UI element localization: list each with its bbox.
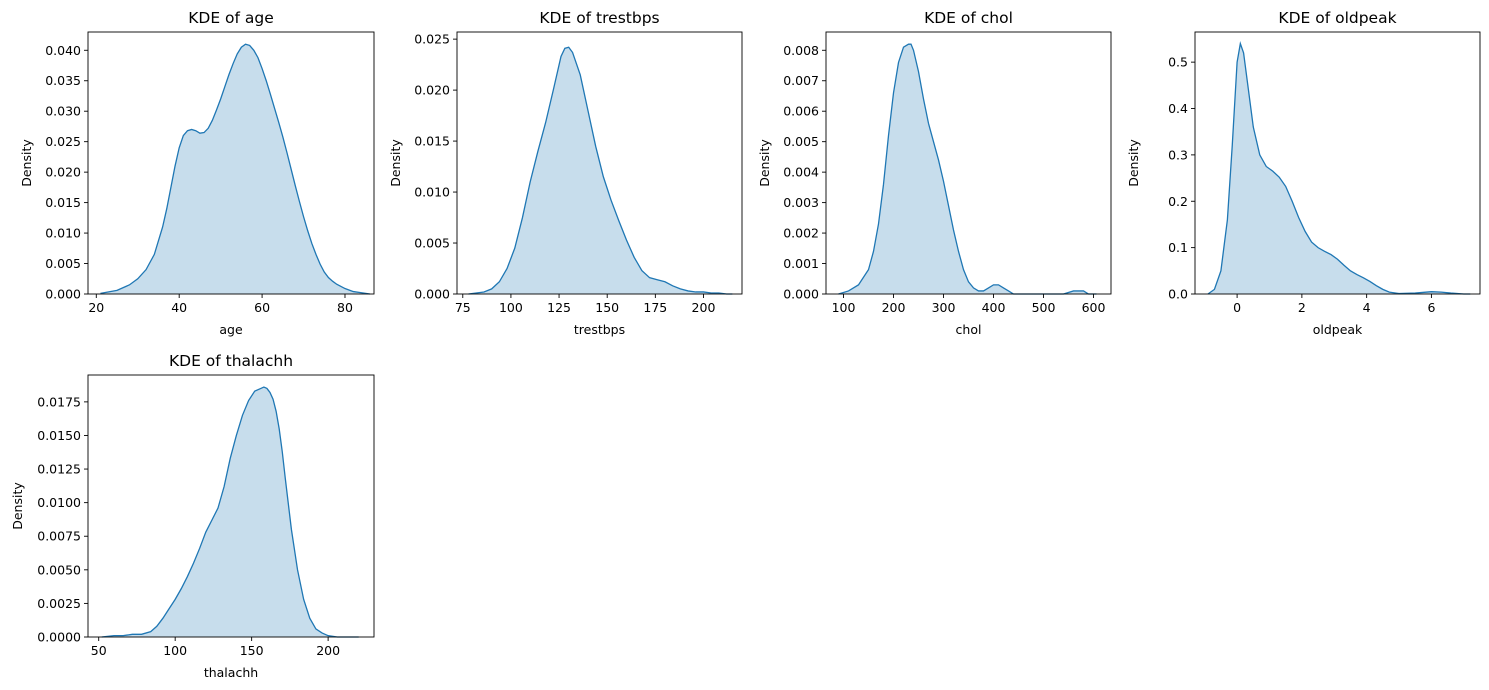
kde-line — [101, 386, 359, 638]
y-tick-label: 0.0150 — [37, 428, 81, 443]
axes-frame — [87, 31, 375, 295]
y-axis-label: Density — [19, 139, 34, 187]
subplot-title: KDE of oldpeak — [1278, 9, 1396, 27]
y-tick-label: 0.010 — [45, 226, 81, 241]
kde-area — [468, 47, 733, 294]
x-tick-label: 4 — [1363, 300, 1371, 315]
x-tick-label: 200 — [316, 643, 340, 658]
subplot-title: KDE of thalachh — [169, 352, 293, 370]
y-tick-label: 0.4 — [1168, 101, 1188, 116]
subplot-title: KDE of trestbps — [539, 9, 659, 27]
y-tick-label: 0.005 — [783, 134, 819, 149]
y-tick-label: 0.0025 — [37, 596, 81, 611]
y-tick-label: 0.003 — [783, 195, 819, 210]
x-tick-label: 150 — [595, 300, 619, 315]
x-tick-label: 125 — [547, 300, 571, 315]
kde-area — [1207, 43, 1471, 295]
axes-frame — [1194, 31, 1481, 295]
y-axis-label: Density — [388, 139, 403, 187]
y-tick-label: 0.3 — [1168, 147, 1188, 162]
axes-frame — [825, 31, 1112, 295]
x-tick-label: 600 — [1082, 300, 1106, 315]
y-axis-label: Density — [10, 482, 25, 530]
x-tick-label: 500 — [1032, 300, 1056, 315]
y-tick-label: 0.025 — [414, 32, 450, 47]
kde-area — [101, 387, 359, 637]
x-tick-label: 400 — [982, 300, 1006, 315]
axes-frame — [87, 374, 375, 638]
y-tick-label: 0.001 — [783, 256, 819, 271]
y-axis-label: Density — [757, 139, 772, 187]
x-tick-label: 200 — [882, 300, 906, 315]
y-tick-label: 0.5 — [1168, 55, 1188, 70]
x-tick-label: 50 — [91, 643, 107, 658]
y-tick-label: 0.000 — [45, 287, 81, 302]
x-axis-label: age — [219, 322, 243, 337]
y-tick-label: 0.0 — [1168, 287, 1188, 302]
x-tick-label: 100 — [163, 643, 187, 658]
y-tick-label: 0.030 — [45, 104, 81, 119]
y-tick-label: 0.015 — [45, 195, 81, 210]
y-axis-label: Density — [1126, 139, 1141, 187]
y-tick-label: 0.000 — [414, 287, 450, 302]
x-tick-label: 20 — [88, 300, 104, 315]
y-tick-label: 0.002 — [783, 226, 819, 241]
y-tick-label: 0.0125 — [37, 462, 81, 477]
kde-line — [1207, 41, 1471, 295]
x-tick-label: 175 — [643, 300, 667, 315]
y-tick-label: 0.0050 — [37, 562, 81, 577]
x-tick-label: 2 — [1298, 300, 1306, 315]
subplot-thalachh: 50 100 150 200 0.0000 0.0025 0.0050 0.0075 0.010… — [10, 352, 375, 680]
y-tick-label: 0.008 — [783, 43, 819, 58]
x-tick-label: 40 — [171, 300, 187, 315]
y-tick-label: 0.025 — [45, 134, 81, 149]
y-tick-label: 0.1 — [1168, 240, 1188, 255]
x-tick-label: 100 — [499, 300, 523, 315]
x-axis-label: thalachh — [204, 665, 258, 680]
x-tick-label: 200 — [692, 300, 716, 315]
y-tick-label: 0.2 — [1168, 194, 1188, 209]
x-tick-label: 300 — [932, 300, 956, 315]
y-tick-label: 0.0175 — [37, 394, 81, 409]
subplot-title: KDE of age — [188, 9, 274, 27]
y-tick-label: 0.020 — [45, 165, 81, 180]
y-tick-label: 0.020 — [414, 83, 450, 98]
y-tick-label: 0.0100 — [37, 495, 81, 510]
y-tick-label: 0.004 — [783, 165, 819, 180]
x-tick-label: 6 — [1427, 300, 1435, 315]
subplot-oldpeak: 0 2 4 6 0.0 0.1 0.2 0.3 0.4 0.5 KDE of oldpeak oldp… — [1126, 9, 1481, 337]
y-tick-label: 0.0075 — [37, 529, 81, 544]
y-tick-label: 0.010 — [414, 185, 450, 200]
subplot-title: KDE of chol — [924, 9, 1013, 27]
x-tick-label: 0 — [1233, 300, 1241, 315]
kde-area — [838, 44, 1097, 294]
kde-area — [100, 44, 370, 294]
subplot-trestbps: 75 100 125 150 175 200 0.000 0.005 0.010 0.015 0.0… — [388, 9, 743, 337]
y-tick-label: 0.035 — [45, 73, 81, 88]
x-tick-label: 75 — [455, 300, 471, 315]
x-tick-label: 80 — [337, 300, 353, 315]
y-tick-label: 0.040 — [45, 43, 81, 58]
y-tick-label: 0.007 — [783, 73, 819, 88]
x-axis-label: chol — [956, 322, 982, 337]
y-tick-label: 0.005 — [45, 256, 81, 271]
y-tick-label: 0.015 — [414, 134, 450, 149]
x-tick-label: 150 — [240, 643, 264, 658]
y-tick-label: 0.005 — [414, 236, 450, 251]
y-tick-label: 0.006 — [783, 104, 819, 119]
subplot-chol: 100 200 300 400 500 600 0.000 0.001 0.002 0.003 0.… — [757, 9, 1112, 337]
subplot-age: 20 40 60 80 0.000 0.005 0.010 0.015 0.020 0.025 0.… — [19, 9, 375, 337]
x-axis-label: trestbps — [574, 322, 625, 337]
kde-line — [100, 43, 370, 295]
y-tick-label: 0.000 — [783, 287, 819, 302]
kde-line — [468, 46, 733, 295]
x-axis-label: oldpeak — [1313, 322, 1363, 337]
y-tick-label: 0.0000 — [37, 630, 81, 645]
x-tick-label: 60 — [254, 300, 270, 315]
x-tick-label: 100 — [832, 300, 856, 315]
axes-frame — [456, 31, 743, 295]
